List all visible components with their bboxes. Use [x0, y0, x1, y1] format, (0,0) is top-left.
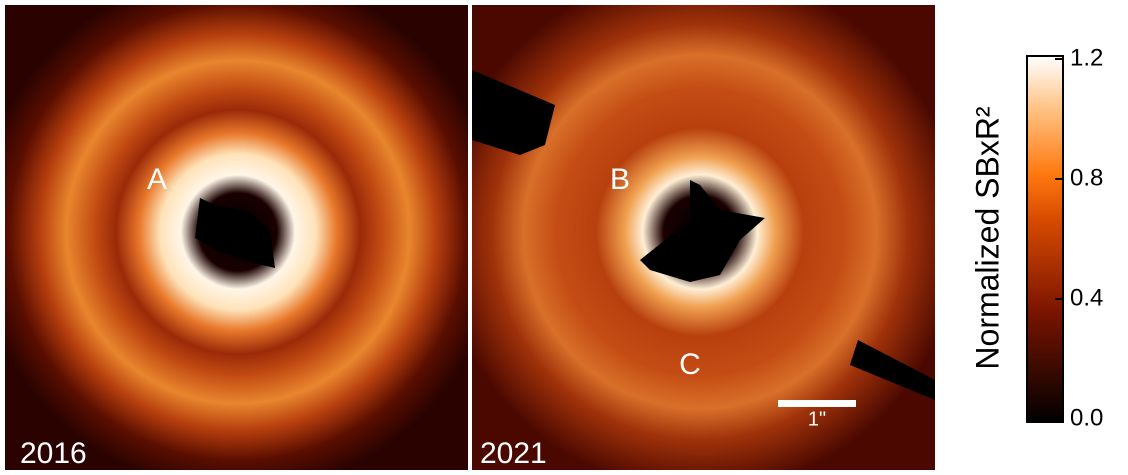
tick-label: 1.2 — [1070, 44, 1103, 71]
annotation: C — [679, 348, 701, 381]
colorbar — [1027, 56, 1063, 422]
panel-label: 2016 — [20, 437, 87, 470]
scale-bar — [778, 400, 856, 407]
tick-label: 0.8 — [1070, 164, 1103, 191]
tick-label: 0.4 — [1070, 284, 1103, 311]
tick-label: 0.0 — [1070, 404, 1103, 431]
scale-bar-label: 1" — [808, 408, 826, 430]
annotation: B — [610, 163, 630, 196]
colorbar-label: Normalized SBxR² — [969, 106, 1005, 370]
figure: A 2016 B C 2021 1" Normalized SBxR² 0.0 0… — [0, 0, 1128, 470]
annotation: A — [147, 163, 167, 196]
panel-label: 2021 — [480, 437, 547, 470]
